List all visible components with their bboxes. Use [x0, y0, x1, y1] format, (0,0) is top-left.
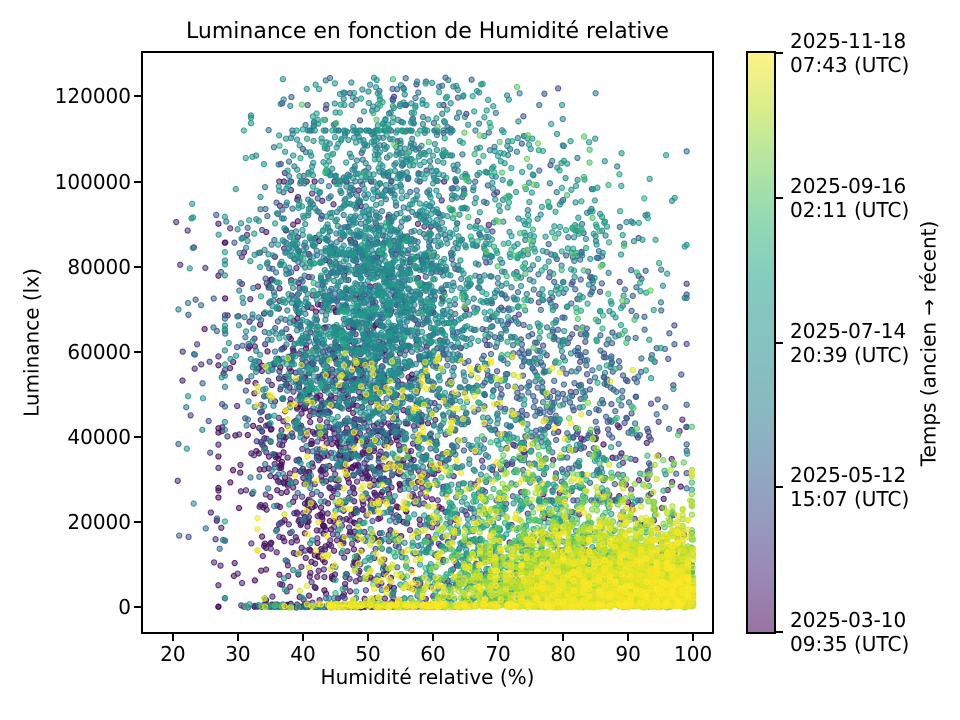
colorbar-tick-label: 2025-09-16 02:11 (UTC) [790, 174, 909, 222]
x-tick-label: 50 [355, 642, 381, 666]
colorbar-tick-date: 2025-05-12 [790, 463, 907, 488]
y-tick [134, 435, 141, 438]
y-tick-label: 20000 [67, 509, 131, 534]
colorbar-tick-date: 2025-11-18 [790, 29, 907, 53]
y-tick [134, 350, 141, 353]
x-tick-label: 70 [485, 642, 511, 666]
x-tick [497, 634, 500, 641]
colorbar-tick [776, 341, 783, 344]
x-tick-label: 30 [225, 642, 251, 666]
x-tick-label: 80 [550, 642, 576, 666]
x-tick [692, 634, 695, 641]
y-tick-label: 100000 [54, 169, 131, 194]
colorbar-tick-time: 07:43 (UTC) [790, 53, 910, 77]
y-tick [134, 180, 141, 183]
x-tick [171, 634, 174, 641]
x-tick [366, 634, 369, 641]
x-tick [627, 634, 630, 641]
colorbar-tick-label: 2025-11-18 07:43 (UTC) [790, 29, 909, 77]
colorbar-tick-time: 20:39 (UTC) [790, 342, 910, 367]
colorbar-tick-time: 02:11 (UTC) [790, 197, 910, 222]
y-axis-label: Luminance (lx) [19, 268, 44, 417]
x-tick-label: 100 [674, 642, 713, 666]
colorbar-tick-time: 09:35 (UTC) [790, 632, 910, 656]
x-tick [562, 634, 565, 641]
x-tick [432, 634, 435, 641]
colorbar-tick-label: 2025-05-12 15:07 (UTC) [790, 463, 909, 511]
colorbar-tick [776, 486, 783, 489]
y-tick-label: 120000 [54, 84, 131, 109]
colorbar-tick-date: 2025-03-10 [790, 608, 907, 632]
x-tick [301, 634, 304, 641]
colorbar-tick-date: 2025-09-16 [790, 173, 907, 198]
colorbar-tick-time: 15:07 (UTC) [790, 487, 910, 512]
colorbar-tick-label: 2025-03-10 09:35 (UTC) [790, 608, 909, 656]
y-tick [134, 95, 141, 98]
colorbar-tick-date: 2025-07-14 [790, 318, 907, 343]
x-axis-label: Humidité relative (%) [320, 665, 535, 689]
colorbar-tick [776, 631, 783, 633]
x-tick-label: 20 [160, 642, 186, 666]
x-tick-label: 90 [615, 642, 641, 666]
y-tick [134, 605, 141, 608]
colorbar-gradient [748, 53, 774, 632]
colorbar-tick [776, 196, 783, 199]
y-tick-label: 0 [118, 594, 131, 619]
x-tick-label: 60 [420, 642, 446, 666]
colorbar-tick [776, 52, 783, 54]
y-tick [134, 520, 141, 523]
colorbar [746, 51, 776, 634]
x-tick [236, 634, 239, 641]
plot-area [141, 51, 714, 634]
colorbar-axis-label: Temps (ancien → récent) [916, 220, 941, 467]
colorbar-tick-label: 2025-07-14 20:39 (UTC) [790, 319, 909, 367]
x-tick-label: 40 [290, 642, 316, 666]
chart-title: Luminance en fonction de Humidité relati… [186, 19, 669, 44]
scatter-canvas [143, 53, 712, 632]
y-tick [134, 265, 141, 268]
